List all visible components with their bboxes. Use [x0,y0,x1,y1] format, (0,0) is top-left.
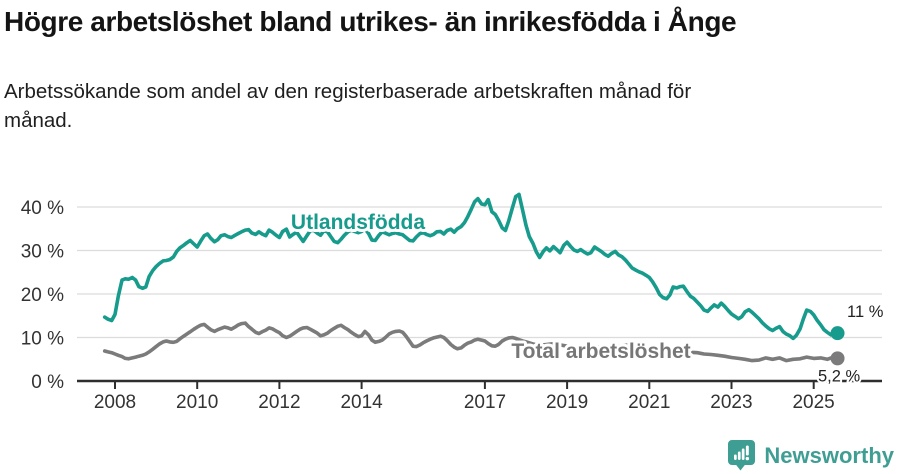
x-tick-label: 2017 [464,392,506,413]
series-end-dots [830,326,845,366]
subtitle-line-2: månad. [4,108,73,132]
y-tick-label: 0 % [31,372,64,393]
end-value-label-utlandsfodda: 11 % [847,303,884,321]
end-value-label-total: 5,2 % [818,368,861,386]
series-line-1 [102,321,840,363]
gridlines [77,206,882,339]
x-axis-tick-labels: 2008 2010 2012 2014 2017 2019 2021 2023 … [94,392,835,413]
newsworthy-branding[interactable]: Newsworthy [727,439,894,472]
series-label-total-arbetsloshet: Total arbetslöshet [511,340,690,363]
x-tick-label: 2008 [94,392,136,413]
subtitle-line-1: Arbetssökande som andel av den registerb… [4,80,692,103]
series-line-0 [102,192,840,341]
brand-name: Newsworthy [764,442,894,468]
newsworthy-chart-bubble-icon [728,440,756,471]
y-tick-label: 30 % [21,242,64,263]
x-tick-label: 2012 [258,392,300,413]
series-end-dot-0 [830,326,845,341]
x-tick-label: 2019 [546,392,588,413]
y-axis-tick-labels: 0 % 10 % 20 % 30 % 40 % [21,198,64,393]
chart-subtitle: Arbetssökande som andel av den registerb… [4,78,864,135]
x-tick-label: 2021 [628,392,670,413]
series-label-utlandsfodda: Utlandsfödda [291,211,425,234]
series-lines [102,192,840,363]
x-tick-label: 2010 [176,392,218,413]
y-tick-label: 10 % [21,329,64,350]
y-tick-label: 40 % [21,198,64,219]
x-axis [77,379,882,389]
x-tick-label: 2025 [792,392,834,413]
x-tick-label: 2023 [710,392,752,413]
x-tick-label: 2014 [340,392,383,413]
y-tick-label: 20 % [21,285,64,306]
series-end-dot-1 [830,351,845,366]
page-title: Högre arbetslöshet bland utrikes- än inr… [4,6,737,37]
